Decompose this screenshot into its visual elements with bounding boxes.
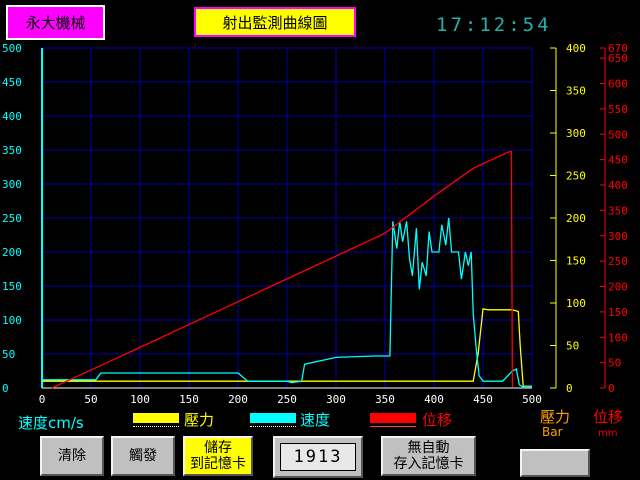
position-tick-label: 300 [608, 230, 628, 243]
left-tick-label: 450 [2, 76, 22, 89]
pressure-tick-label: 150 [566, 255, 586, 268]
left-tick-label: 500 [2, 42, 22, 55]
x-tick-label: 400 [424, 393, 444, 406]
pressure-tick-label: 300 [566, 127, 586, 140]
legend-pressure-swatch [133, 413, 179, 423]
left-tick-label: 350 [2, 144, 22, 157]
position-tick-label: 50 [608, 357, 621, 370]
position-tick-label: 600 [608, 78, 628, 91]
left-tick-label: 300 [2, 178, 22, 191]
x-tick-label: 300 [326, 393, 346, 406]
x-tick-label: 250 [277, 393, 297, 406]
auto-save-line1: 無自動 [407, 440, 450, 456]
legend-speed-swatch [250, 413, 296, 423]
left-tick-label: 100 [2, 314, 22, 327]
pressure-axis-label: 壓力 [540, 408, 571, 426]
pressure-tick-label: 400 [566, 42, 586, 55]
position-axis-unit: mm [598, 428, 618, 439]
legend-speed-label: 速度 [300, 411, 331, 429]
position-tick-label: 0 [608, 382, 615, 395]
clear-button[interactable]: 清除 [40, 436, 104, 476]
save-button-line2: 到記憶卡 [190, 456, 246, 472]
position-axis-label: 位移 [593, 408, 624, 426]
legend-position-swatch [370, 413, 416, 423]
pressure-tick-label: 0 [566, 382, 573, 395]
series-speed-line [42, 217, 532, 388]
pressure-axis-unit: Bar [542, 425, 563, 439]
brand-label: 永大機械 [6, 5, 105, 40]
save-button-line1: 儲存 [204, 440, 232, 456]
left-tick-label: 150 [2, 280, 22, 293]
position-tick-label: 450 [608, 154, 628, 167]
auto-save-line2: 存入記憶卡 [393, 456, 464, 472]
legend-position-label: 位移 [422, 411, 453, 429]
pressure-tick-label: 250 [566, 170, 586, 183]
position-tick-label: 550 [608, 103, 628, 116]
position-tick-label: 400 [608, 179, 628, 192]
position-tick-label: 650 [608, 52, 628, 65]
position-tick-label: 500 [608, 128, 628, 141]
x-tick-label: 150 [179, 393, 199, 406]
position-tick-label: 670 [608, 42, 628, 55]
pressure-tick-label: 50 [566, 340, 579, 353]
position-tick-label: 200 [608, 281, 628, 294]
legend-speed-underline [250, 426, 296, 427]
x-tick-label: 350 [375, 393, 395, 406]
legend-pressure-label: 壓力 [184, 411, 215, 429]
left-tick-label: 400 [2, 110, 22, 123]
left-tick-label: 250 [2, 212, 22, 225]
pressure-tick-label: 350 [566, 85, 586, 98]
auto-save-toggle-button[interactable]: 無自動 存入記憶卡 [381, 436, 476, 476]
shot-counter-value: 1913 [280, 443, 356, 471]
series-pressure-line [42, 308, 532, 387]
chart-series [42, 150, 532, 389]
legend-pressure-underline [133, 426, 179, 427]
x-tick-label: 200 [228, 393, 248, 406]
blank-button[interactable] [520, 449, 590, 477]
position-tick-label: 100 [608, 331, 628, 344]
series-position-line [51, 150, 514, 389]
shot-counter: 1913 [273, 436, 363, 478]
position-tick-label: 350 [608, 204, 628, 217]
x-tick-label: 500 [522, 393, 542, 406]
x-tick-label: 50 [84, 393, 97, 406]
x-tick-label: 100 [130, 393, 150, 406]
pressure-tick-label: 200 [566, 212, 586, 225]
trigger-button[interactable]: 觸發 [111, 436, 175, 476]
left-axis-label: 速度cm/s [18, 414, 84, 432]
legend-position-underline [370, 426, 416, 427]
x-tick-label: 0 [39, 393, 46, 406]
left-tick-label: 50 [2, 348, 15, 361]
x-tick-label: 450 [473, 393, 493, 406]
save-to-memory-card-button[interactable]: 儲存 到記憶卡 [183, 436, 253, 476]
pressure-tick-label: 100 [566, 297, 586, 310]
position-tick-label: 150 [608, 306, 628, 319]
position-tick-label: 250 [608, 255, 628, 268]
left-tick-label: 0 [2, 382, 9, 395]
page-title: 射出監測曲線圖 [194, 7, 356, 37]
left-tick-label: 200 [2, 246, 22, 259]
clock-display: 17:12:54 [436, 14, 552, 36]
